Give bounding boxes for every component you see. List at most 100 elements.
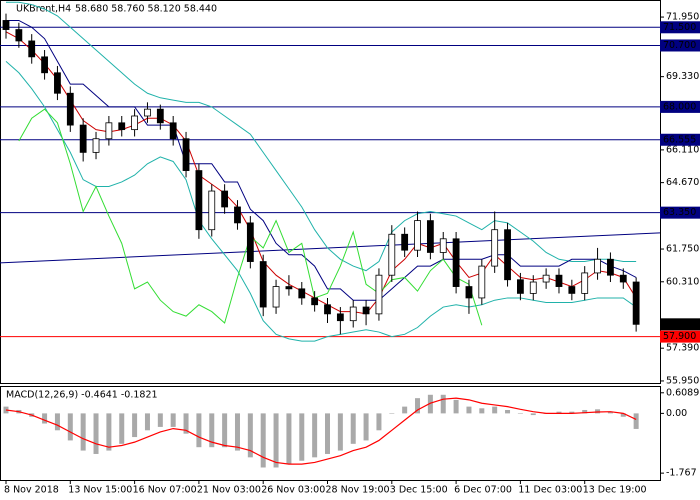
macd-bar — [427, 394, 433, 414]
x-tick-label: 6 Dec 07:00 — [454, 485, 512, 496]
candle-body — [144, 108, 151, 117]
macd-bar — [582, 409, 588, 414]
level-tag — [660, 100, 700, 113]
macd-bar — [42, 413, 48, 424]
candle-body — [414, 220, 421, 251]
y-tick-label: 61.750 — [666, 244, 699, 255]
candle-body — [555, 274, 563, 287]
candle-body — [285, 286, 293, 290]
macd-bar — [453, 399, 459, 414]
indicator-line — [6, 19, 637, 301]
macd-bar — [595, 409, 601, 414]
macd-bar — [3, 406, 9, 414]
macd-bar — [209, 413, 215, 448]
candle-body — [79, 124, 87, 153]
macd-bar — [54, 413, 60, 431]
macd-bar — [376, 413, 382, 431]
candle-body — [234, 206, 241, 224]
macd-bar — [607, 411, 613, 414]
indicator-line — [5, 61, 637, 342]
macd-bar — [119, 413, 125, 444]
macd-bar — [389, 413, 395, 414]
macd-title: MACD(12,26,9) -0.4641 -0.1821 — [6, 390, 158, 401]
macd-bar — [620, 413, 626, 417]
y-tick-label: 57.390 — [666, 343, 699, 354]
candle-body — [28, 40, 36, 58]
y-tick-label: 66.110 — [666, 144, 699, 155]
candle-body — [169, 122, 177, 140]
macd-bar — [234, 413, 240, 451]
candle-body — [246, 222, 254, 262]
y-tick-label: 60.310 — [666, 276, 699, 287]
candle-body — [465, 286, 473, 299]
candle-body — [632, 281, 640, 325]
macd-bar — [402, 406, 408, 414]
candle-body — [568, 286, 576, 294]
candle-body — [504, 229, 511, 281]
candle-body — [272, 286, 280, 308]
macd-bar — [247, 413, 253, 458]
y-tick-label: 0.6089 — [666, 387, 699, 398]
trend-line — [0, 232, 661, 264]
macd-bar — [337, 413, 343, 451]
macd-bar — [440, 394, 446, 414]
x-tick-label: 28 Nov 19:00 — [326, 485, 390, 496]
candle-body — [221, 190, 229, 208]
macd-bar — [325, 413, 330, 454]
candle-body — [336, 313, 344, 322]
candle-body — [208, 190, 216, 231]
macd-bar — [183, 413, 189, 434]
candle-body — [324, 304, 331, 315]
candle-body — [15, 29, 23, 42]
candle-body — [311, 297, 319, 306]
x-tick-label: 21 Nov 03:00 — [197, 485, 261, 496]
level-label: 66.555 — [663, 134, 696, 145]
macd-bar — [67, 413, 73, 441]
macd-bar — [492, 406, 498, 414]
macd-bar — [530, 413, 536, 416]
candle-body — [491, 229, 499, 267]
x-tick-label: 13 Nov 15:00 — [68, 485, 132, 496]
y-tick-label: -1.767 — [666, 468, 697, 479]
candle-body — [439, 238, 447, 253]
candle-body — [542, 274, 550, 283]
macd-panel — [0, 386, 661, 481]
candle-body — [298, 288, 306, 299]
level-tag — [660, 206, 700, 219]
level-tag — [660, 133, 700, 146]
candle-body — [2, 20, 10, 30]
candle-body — [105, 122, 113, 140]
macd-bar — [170, 413, 176, 427]
macd-bar — [286, 413, 292, 465]
level-tag — [660, 39, 700, 52]
y-tick-label: 0.00 — [666, 408, 687, 419]
macd-bar — [363, 413, 369, 441]
macd-bar — [132, 413, 138, 438]
macd-bar — [350, 413, 356, 444]
ohlc: 58.680 58.760 58.120 58.440 — [75, 4, 217, 15]
candle-body — [478, 265, 486, 299]
candle-body — [581, 272, 589, 294]
signal-line — [5, 397, 637, 465]
level-tag — [660, 330, 700, 343]
macd-bar — [93, 413, 99, 454]
macd-bar — [312, 413, 318, 458]
x-tick-label: 13 Dec 19:00 — [583, 485, 647, 496]
candle-body — [118, 122, 126, 131]
macd-bar — [260, 413, 266, 468]
macd-bar — [222, 413, 228, 448]
candle-body — [375, 274, 383, 315]
macd-bar — [196, 413, 202, 448]
macd-bar — [415, 398, 421, 414]
candle-body — [182, 138, 190, 171]
current-price: 58.440 — [663, 319, 696, 330]
macd-bar — [517, 413, 523, 414]
macd-bar — [106, 413, 112, 451]
price-tag — [660, 318, 700, 331]
level-label: 68.000 — [663, 101, 696, 112]
candle-body — [401, 233, 409, 251]
candle-body — [66, 92, 74, 126]
candle-body — [529, 281, 537, 294]
level-label: 63.350 — [663, 207, 696, 218]
